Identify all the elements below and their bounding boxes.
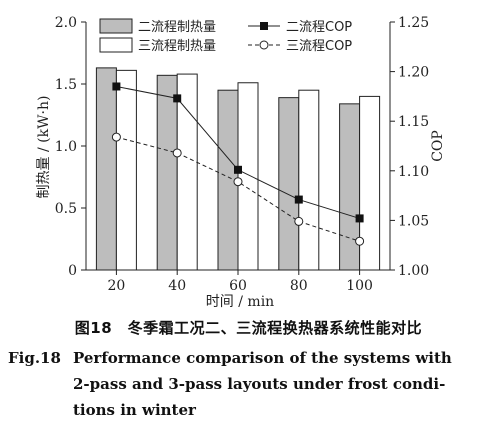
legend-marker — [259, 40, 269, 50]
bar — [237, 82, 259, 271]
bar — [298, 89, 320, 271]
y2-tick-label: 1.25 — [398, 15, 429, 31]
point-marker — [112, 82, 121, 91]
legend-item: 二流程COP — [248, 20, 352, 35]
point-marker — [294, 216, 304, 226]
legend-label: 二流程制热量 — [138, 20, 216, 35]
bar — [95, 67, 117, 271]
y-tick-label: 1.0 — [55, 139, 77, 155]
series-line — [116, 136, 360, 242]
lines-layer — [111, 82, 365, 246]
legend-marker — [260, 22, 268, 30]
caption-line: 2-pass and 3-pass layouts under frost co… — [73, 375, 446, 393]
bar — [278, 97, 300, 271]
y-tick-label: 0 — [68, 263, 77, 279]
bar — [176, 73, 198, 271]
y2-tick-label: 1.15 — [398, 114, 429, 130]
y-tick-label: 1.5 — [55, 77, 77, 93]
x-tick-label: 80 — [290, 278, 308, 294]
y-axis-label: 制热量 / (kW·h) — [36, 96, 52, 199]
y-tick-label: 0.5 — [55, 201, 77, 217]
caption-line: Performance comparison of the systems wi… — [73, 349, 452, 367]
caption-line: tions in winter — [73, 401, 196, 419]
x-tick-label: 100 — [346, 278, 373, 294]
bar — [339, 103, 361, 271]
legend-item: 三流程制热量 — [99, 37, 216, 54]
x-tick-label: 40 — [168, 278, 186, 294]
y2-axis-label: COP — [430, 130, 446, 162]
bar — [156, 74, 178, 271]
legend-label: 三流程COP — [286, 39, 352, 54]
legend-item: 二流程制热量 — [99, 18, 216, 35]
figure-caption-en-text: Performance comparison of the systems wi… — [73, 345, 493, 423]
y-tick-label: 2.0 — [55, 15, 77, 31]
figure-caption-zh: 图18 冬季霜工况二、三流程换热器系统性能对比 — [74, 319, 423, 337]
chart: 0 0.5 1.0 1.5 2.0 1.00 1.05 1.10 1.15 1.20 1.25 20 4… — [36, 15, 446, 310]
legend-label: 三流程制热量 — [138, 39, 216, 54]
x-axis-label: 时间 / min — [206, 294, 274, 310]
y2-tick-label: 1.10 — [398, 164, 429, 180]
x-tick-label: 60 — [229, 278, 247, 294]
point-marker — [111, 132, 121, 142]
legend-item: 三流程COP — [248, 39, 352, 54]
point-marker — [172, 148, 182, 158]
axes-layer: 0 0.5 1.0 1.5 2.0 1.00 1.05 1.10 1.15 1.20 1.25 20 4… — [55, 15, 429, 294]
legend-swatch — [99, 37, 133, 53]
point-marker — [294, 195, 303, 204]
y2-tick-label: 1.05 — [398, 213, 429, 229]
point-marker — [173, 94, 182, 103]
legend-swatch — [99, 18, 133, 34]
bar — [115, 69, 137, 271]
y2-tick-label: 1.00 — [398, 263, 429, 279]
point-marker — [234, 165, 242, 174]
x-tick-label: 20 — [107, 278, 125, 294]
legend-label: 二流程COP — [286, 20, 352, 35]
figure-caption-en: Fig.18 Performance comparison of the sys… — [8, 345, 493, 423]
point-marker — [355, 214, 364, 223]
figure-number: Fig.18 — [8, 349, 61, 367]
bars-layer — [95, 67, 381, 271]
point-marker — [355, 236, 365, 246]
y2-tick-label: 1.20 — [398, 65, 429, 81]
point-marker — [233, 177, 243, 187]
